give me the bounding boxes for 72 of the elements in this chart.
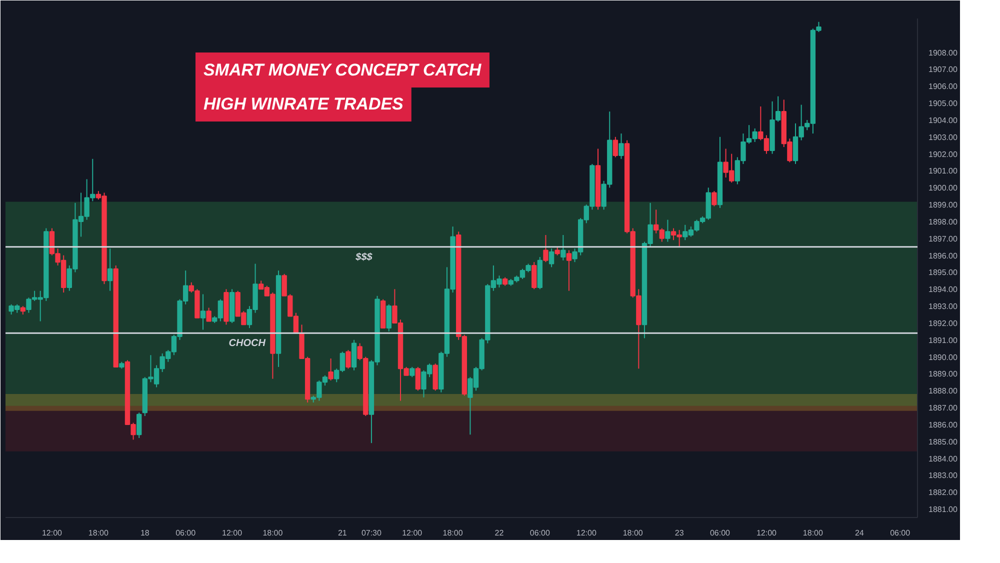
candlestick [543, 234, 548, 263]
candlestick [618, 133, 624, 160]
x-tick-label: 18:00 [262, 528, 284, 538]
y-tick-label: 1886.00 [928, 420, 958, 430]
x-tick-label: 18:00 [802, 528, 824, 538]
y-tick-label: 1903.00 [928, 132, 958, 142]
y-tick-label: 1887.00 [928, 404, 958, 413]
candlestick [328, 358, 334, 381]
y-tick-label: 1896.00 [928, 251, 958, 260]
y-tick-label: 1899.00 [928, 200, 958, 210]
candlestick [532, 262, 537, 290]
y-tick-label: 1882.00 [928, 488, 958, 498]
x-tick-label: 07:30 [361, 528, 382, 538]
y-tick-label: 1901.00 [928, 166, 958, 176]
candlestick [410, 366, 415, 378]
x-tick-label: 18:00 [88, 528, 110, 538]
x-tick-label: 18:00 [622, 528, 644, 538]
y-tick-label: 1884.00 [928, 454, 958, 464]
y-tick-label: 1904.00 [928, 116, 958, 125]
y-tick-label: 1889.00 [928, 370, 958, 379]
x-tick-label: 06:00 [530, 528, 550, 538]
y-tick-label: 1897.00 [928, 234, 958, 244]
x-tick-label: 22 [494, 528, 504, 538]
x-tick-label: 24 [854, 528, 864, 538]
candlestick [612, 136, 618, 158]
y-tick-label: 1895.00 [928, 268, 958, 278]
x-tick-label: 12:00 [42, 528, 63, 538]
y-tick-label: 1902.00 [928, 150, 958, 159]
y-tick-label: 1892.00 [928, 318, 958, 328]
y-tick-label: 1885.00 [928, 437, 958, 446]
ref-line-label: CHOCH [228, 338, 266, 350]
x-tick-label: 12:00 [756, 528, 778, 538]
candlestick [560, 234, 566, 261]
y-tick-label: 1883.00 [928, 471, 958, 480]
candlestick [548, 248, 554, 268]
candlestick [665, 219, 670, 242]
x-tick-label: 12:00 [576, 528, 597, 538]
y-tick-label: 1905.00 [928, 99, 958, 108]
candlestick [200, 294, 206, 330]
candlestick [415, 366, 421, 392]
candlestick [136, 412, 142, 438]
text: HIGH WINRATE TRADES [204, 94, 404, 114]
x-tick-label: 06:00 [710, 528, 731, 538]
candlestick [432, 363, 438, 392]
x-tick-label: 18:00 [442, 528, 464, 538]
y-tick-label: 1888.00 [928, 386, 958, 396]
y-tick-label: 1906.00 [928, 82, 958, 92]
x-tick-label: 06:00 [176, 528, 196, 538]
y-tick-label: 1894.00 [928, 285, 958, 294]
candlestick [566, 250, 572, 292]
y-tick-label: 1893.00 [928, 302, 958, 312]
y-tick-label: 1900.00 [928, 184, 958, 193]
text: SMART MONEY CONCEPT CATCH [204, 60, 482, 80]
candlestick [206, 307, 212, 322]
candlestick [386, 304, 392, 332]
y-tick-label: 1881.00 [928, 505, 958, 514]
x-tick-label: 21 [338, 528, 348, 538]
x-tick-label: 23 [674, 528, 684, 538]
y-tick-label: 1898.00 [928, 217, 958, 226]
y-tick-label: 1907.00 [928, 65, 958, 74]
candlestick [351, 339, 357, 371]
y-tick-label: 1908.00 [928, 48, 958, 58]
candlestick [712, 190, 717, 207]
y-tick-label: 1890.00 [928, 352, 958, 362]
x-tick-label: 12:00 [222, 528, 243, 538]
candlestick [107, 248, 113, 292]
x-tick-label: 12:00 [402, 528, 423, 538]
candlestick [346, 350, 351, 370]
y-tick-label: 1891.00 [928, 336, 958, 345]
ref-line-label: $$$ [354, 252, 373, 263]
x-tick-label: 18 [140, 528, 150, 538]
x-tick-label: 06:00 [890, 528, 911, 538]
